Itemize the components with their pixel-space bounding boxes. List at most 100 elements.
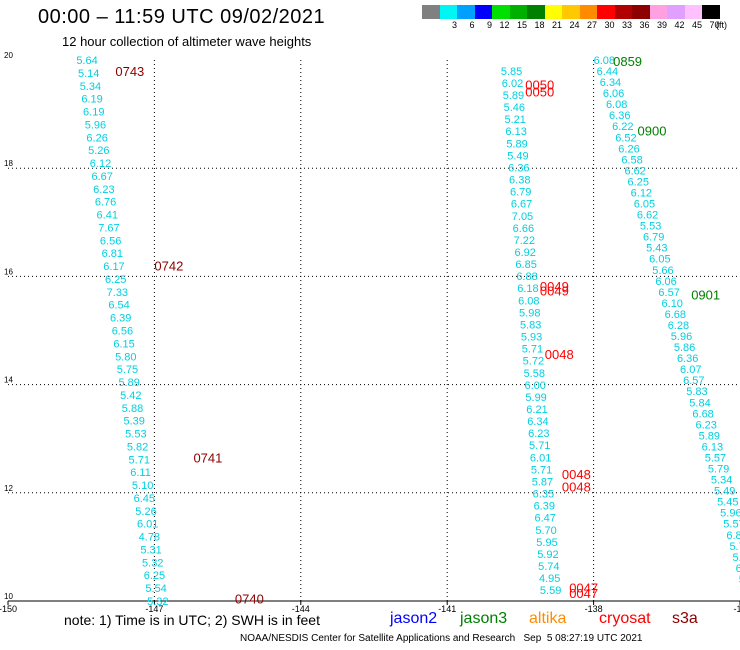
wave-height-point-cryosat: 6.34 [527, 416, 548, 428]
y-tick-label: 18 [4, 159, 13, 168]
pass-time-label: 0047 [569, 580, 598, 595]
color-scale-label: 30 [604, 20, 615, 30]
wave-height-point-s3a: 5.54 [145, 583, 166, 595]
wave-height-point-jason3: 6.23 [695, 419, 716, 431]
color-scale-label: 21 [551, 20, 562, 30]
pass-time-label: 0901 [691, 287, 720, 302]
wave-height-point-s3a: 4.78 [139, 532, 160, 544]
color-scale-label: 36 [639, 20, 650, 30]
wave-height-point-cryosat: 5.93 [521, 332, 542, 344]
color-scale-swatch [667, 5, 685, 19]
wave-height-point-cryosat: 6.38 [509, 175, 530, 187]
wave-height-point-jason3: 6.10 [662, 298, 683, 310]
wave-height-point-jason3: 6.13 [702, 441, 723, 453]
wave-height-point-jason3: 6.05 [649, 254, 670, 266]
pass-time-label: 0048 [562, 479, 591, 494]
color-scale-swatch [702, 5, 720, 19]
wave-height-point-cryosat: 5.71 [522, 344, 543, 356]
color-scale-unit: (ft) [716, 20, 727, 30]
color-scale-label: 70 [709, 20, 720, 30]
color-scale-label: 24 [569, 20, 580, 30]
wave-height-point-s3a: 5.53 [125, 429, 146, 441]
wave-height-point-s3a: 6.56 [100, 235, 121, 247]
wave-height-point-s3a: 6.15 [113, 338, 134, 350]
pass-time-label: 0859 [613, 54, 642, 69]
color-scale-label: 39 [656, 20, 667, 30]
legend-s3a: s3a [672, 610, 698, 627]
wave-height-point-cryosat: 5.49 [507, 150, 528, 162]
color-scale-swatch [439, 5, 457, 19]
wave-height-point-s3a: 5.64 [76, 55, 97, 67]
color-scale-label: 6 [469, 20, 475, 30]
pass-time-label: 0900 [638, 123, 667, 138]
wave-height-point-cryosat: 5.83 [520, 319, 541, 331]
pass-time-label: 0742 [154, 259, 183, 274]
wave-height-point-s3a: 5.34 [80, 81, 101, 93]
wave-height-point-cryosat: 5.99 [525, 392, 546, 404]
color-scale-swatch [649, 5, 667, 19]
wave-height-point-s3a: 5.10 [132, 480, 153, 492]
wave-height-point-jason3: 6.36 [677, 353, 698, 365]
wave-height-point-cryosat: 6.18 [517, 283, 538, 295]
wave-height-point-jason3: 6.05 [634, 199, 655, 211]
color-scale-label: 9 [486, 20, 492, 30]
wave-height-point-s3a: 5.75 [117, 364, 138, 376]
footer-note: note: 1) Time is in UTC; 2) SWH is in fe… [64, 612, 320, 628]
color-scale-swatch [684, 5, 702, 19]
wave-height-point-cryosat: 5.72 [523, 356, 544, 368]
wave-height-point-jason3: 6.07 [680, 364, 701, 376]
color-scale-swatch [614, 5, 632, 19]
wave-height-point-cryosat: 6.02 [502, 78, 523, 90]
wave-height-point-jason3: 6.25 [628, 176, 649, 188]
wave-height-point-cryosat: 5.58 [524, 368, 545, 380]
wave-height-point-s3a: 6.26 [86, 132, 107, 144]
wave-height-point-jason3: 6.36 [609, 110, 630, 122]
color-scale-swatch [527, 5, 545, 19]
wave-height-point-s3a: 6.81 [102, 248, 123, 260]
wave-height-point-jason3: 5.89 [699, 430, 720, 442]
wave-height-point-cryosat: 5.71 [531, 464, 552, 476]
wave-height-point-jason3: 5.9 [739, 574, 740, 586]
x-tick-label: -150 [0, 604, 17, 614]
wave-height-point-cryosat: 6.23 [528, 428, 549, 440]
color-scale-label: 45 [691, 20, 702, 30]
wave-height-point-s3a: 5.71 [129, 454, 150, 466]
x-tick-label: -147 [145, 604, 163, 614]
x-tick-label: -138 [585, 604, 603, 614]
color-scale-swatch [562, 5, 580, 19]
color-scale-swatch [544, 5, 562, 19]
wave-height-point-cryosat: 5.71 [529, 440, 550, 452]
wave-height-point-cryosat: 6.13 [505, 126, 526, 138]
wave-height-point-s3a: 5.42 [120, 390, 141, 402]
legend-altika: altika [529, 610, 567, 627]
wave-height-point-jason3: 5.57 [723, 519, 740, 531]
wave-height-point-cryosat: 5.21 [505, 114, 526, 126]
wave-height-point-s3a: 5.88 [122, 403, 143, 415]
wave-height-point-s3a: 5.26 [135, 506, 156, 518]
wave-height-point-s3a: 6.01 [137, 519, 158, 531]
wave-height-point-jason3: 6.62 [637, 210, 658, 222]
wave-height-point-s3a: 5.89 [118, 377, 139, 389]
wave-height-point-cryosat: 6.36 [508, 162, 529, 174]
y-tick-label: 14 [4, 376, 13, 385]
wave-height-point-jason3: 6.68 [692, 408, 713, 420]
footer-credit: NOAA/NESDIS Center for Satellite Applica… [240, 633, 643, 644]
legend-jason2: jason2 [390, 610, 438, 627]
wave-height-point-s3a: 5.80 [115, 351, 136, 363]
wave-height-point-jason3: 5.49 [714, 486, 735, 498]
wave-height-point-jason3: 5.79 [708, 464, 729, 476]
wave-height-point-s3a: 6.11 [130, 467, 151, 479]
wave-height-point-jason3: 6.79 [643, 232, 664, 244]
wave-height-point-jason3: 6.57 [658, 287, 679, 299]
x-tick-label: -141 [438, 604, 456, 614]
wave-height-point-jason3: 6.28 [668, 320, 689, 332]
wave-height-point-cryosat: 5.59 [540, 585, 561, 597]
wave-height-point-jason3: 6.62 [624, 165, 645, 177]
color-scale-label: 18 [534, 20, 545, 30]
wave-height-point-s3a: 6.76 [95, 197, 116, 209]
x-tick-label: -144 [292, 604, 310, 614]
wave-height-point-jason3: 5.43 [646, 243, 667, 255]
wave-height-point-cryosat: 5.46 [504, 102, 525, 114]
wave-height-point-cryosat: 6.08 [518, 295, 539, 307]
